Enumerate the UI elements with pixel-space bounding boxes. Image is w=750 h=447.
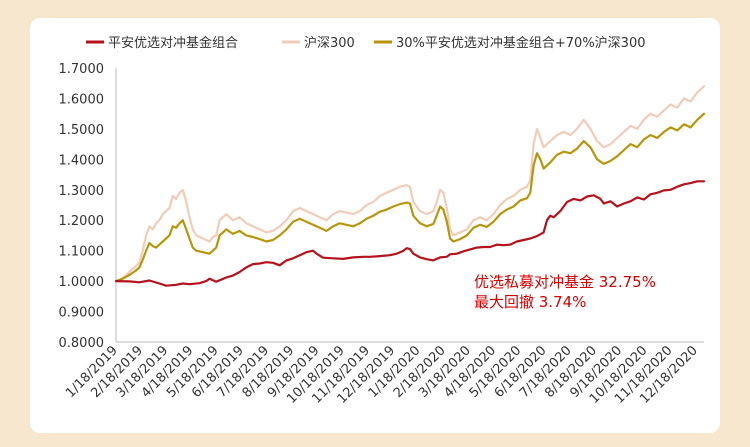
y-tick-label: 1.6000 — [59, 92, 105, 107]
legend-label-hedge-fund: 平安优选对冲基金组合 — [108, 35, 238, 51]
series-lines — [114, 85, 706, 287]
y-tick-label: 0.9000 — [59, 306, 105, 321]
y-tick-label: 1.5000 — [59, 123, 105, 138]
y-axis-ticks: 0.8000 0.9000 1.0000 1.1000 1.2000 1.3000 1.40… — [59, 62, 105, 351]
legend-label-blend: 30%平安优选对冲基金组合+70%沪深300 — [396, 35, 646, 51]
chart-card — [30, 18, 720, 433]
y-tick-label: 1.1000 — [59, 245, 105, 260]
y-tick-label: 1.3000 — [59, 184, 105, 199]
annotation-drawdown: 最大回撤 3.74% — [474, 293, 586, 311]
y-tick-label: 1.4000 — [59, 153, 105, 168]
series-line-csi300 — [114, 85, 706, 283]
y-tick-label: 1.0000 — [59, 275, 105, 290]
annotation-return: 优选私募对冲基金 32.75% — [474, 273, 656, 291]
y-tick-label: 1.2000 — [59, 214, 105, 229]
legend-label-csi300: 沪深300 — [304, 35, 355, 51]
x-axis-ticks: 1/18/20192/18/20193/18/20194/18/20195/18… — [63, 343, 701, 407]
y-tick-label: 1.7000 — [59, 62, 105, 77]
series-line-hedge-fund — [114, 180, 706, 287]
y-tick-label: 0.8000 — [59, 336, 105, 351]
legend: 平安优选对冲基金组合 沪深300 30%平安优选对冲基金组合+70%沪深300 — [86, 35, 646, 51]
series-line-blend — [114, 112, 706, 283]
